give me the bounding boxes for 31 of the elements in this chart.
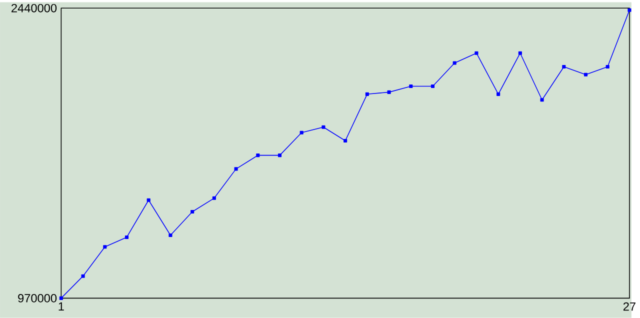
point <box>606 64 610 69</box>
point <box>584 72 588 76</box>
point <box>81 274 85 278</box>
point <box>430 84 435 88</box>
point <box>103 245 107 249</box>
x-tick-label: 1 <box>58 302 64 311</box>
point <box>190 210 194 214</box>
point <box>124 235 129 240</box>
point <box>452 61 456 65</box>
point <box>365 92 369 96</box>
point <box>409 84 413 88</box>
point <box>256 154 260 158</box>
point <box>278 154 282 158</box>
point <box>300 130 304 134</box>
point <box>562 64 566 69</box>
y-tick-label: 2440000 <box>12 4 57 12</box>
x-tick-label: 27 <box>623 302 636 311</box>
point <box>234 167 238 171</box>
point <box>540 98 544 102</box>
point <box>628 8 632 12</box>
point <box>387 90 391 94</box>
point <box>59 296 63 300</box>
point <box>344 138 348 143</box>
point <box>146 198 150 202</box>
point <box>322 125 326 129</box>
point <box>474 51 478 55</box>
point <box>168 234 172 238</box>
point <box>518 51 522 55</box>
point <box>212 196 216 200</box>
y-tick-label: 970000 <box>18 294 57 302</box>
point <box>496 92 500 96</box>
